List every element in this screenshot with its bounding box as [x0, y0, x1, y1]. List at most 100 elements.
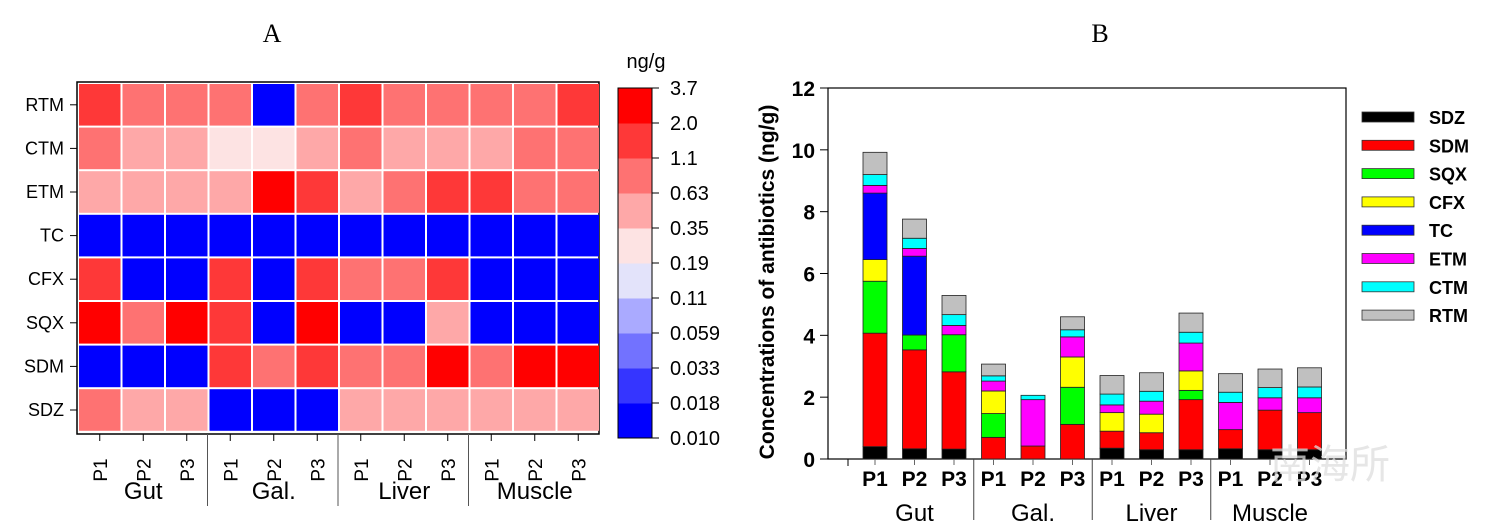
x-tick-label: P1	[1099, 468, 1125, 491]
column-label: P2	[134, 458, 155, 481]
heatmap-cell	[514, 302, 556, 344]
colorbar-swatch	[618, 88, 652, 124]
bar-segment-sdz	[902, 448, 927, 460]
bar-segment-sdz	[1218, 448, 1243, 460]
column-label: P1	[91, 458, 112, 481]
heatmap-cell	[383, 345, 425, 388]
row-label: SDZ	[28, 400, 64, 420]
bar-segment-rtm	[941, 295, 967, 316]
colorbar-tick-label: 1.1	[670, 148, 698, 170]
heatmap-cell	[253, 214, 295, 257]
heatmap-cell	[166, 345, 208, 388]
bar-segment-sdz	[862, 446, 888, 460]
heatmap-cell	[253, 258, 295, 300]
column-label: P2	[395, 458, 416, 481]
watermark: 南海所	[1270, 442, 1390, 488]
legend-label: RTM	[1429, 306, 1468, 326]
heatmap-cell	[470, 214, 512, 257]
bar-segment-ctm	[862, 174, 888, 186]
heatmap-cell	[296, 84, 338, 126]
y-axis-ticks: 0 2 4 6 8 10 12	[792, 78, 828, 472]
bar-segment-sdm	[902, 349, 927, 450]
heatmap-cell	[166, 127, 208, 170]
column-label: P2	[265, 458, 286, 481]
heatmap-cell	[514, 214, 556, 257]
colorbar-swatch	[618, 298, 652, 334]
panel-a-title: A	[263, 19, 282, 48]
legend-swatch-rtm	[1361, 309, 1415, 321]
heatmap-cell	[340, 302, 382, 344]
heatmap-cell	[557, 258, 599, 300]
heatmap-cell	[427, 171, 469, 213]
group-label: Gal.	[1011, 500, 1055, 527]
bar-segment-sdz	[1099, 447, 1125, 460]
heatmap-cell	[383, 84, 425, 126]
heatmap-cell	[557, 214, 599, 257]
group-label: Liver	[378, 478, 430, 505]
legend-swatch-tc	[1361, 224, 1415, 236]
x-tick-label: P1	[862, 468, 888, 491]
heatmap-cell	[557, 171, 599, 213]
colorbar: 3.7 2.0 1.1 0.63 0.35 0.19 0.11 0.059 0.033 0.018…	[617, 78, 720, 450]
bar-segment-sdm	[941, 371, 967, 450]
bar-segment-cfx	[981, 390, 1006, 414]
heatmap-cell	[383, 302, 425, 344]
heatmap-cell	[166, 84, 208, 126]
heatmap-cell	[470, 258, 512, 300]
legend-swatch-sdm	[1361, 139, 1415, 151]
colorbar-tick-label: 0.033	[670, 358, 720, 380]
bar-segment-ctm	[981, 375, 1006, 382]
heatmap-cell	[166, 171, 208, 213]
heatmap-cell	[79, 171, 121, 213]
heatmap-cell	[514, 171, 556, 213]
heatmap-row-labels: RTM CTM ETM TC CFX SQX SDM SDZ	[24, 95, 77, 420]
bar-segment-etm	[862, 184, 888, 194]
heatmap-cell	[383, 258, 425, 300]
bar-segment-ctm	[902, 237, 927, 249]
column-label: P1	[352, 458, 373, 481]
bar-segment-cfx	[1099, 412, 1125, 432]
bar-segment-etm	[981, 380, 1006, 392]
bar-segment-etm	[1297, 397, 1322, 414]
bar-segment-rtm	[1139, 372, 1164, 392]
colorbar-tick-label: 3.7	[670, 78, 698, 100]
column-label: P3	[178, 458, 199, 481]
legend-swatch-ctm	[1361, 281, 1415, 293]
bar-segment-sqx	[862, 280, 888, 334]
heatmap-cell	[383, 389, 425, 431]
row-label: RTM	[25, 95, 64, 115]
bar-segment-cfx	[862, 259, 888, 282]
heatmap-cell	[296, 214, 338, 257]
heatmap-cell	[209, 389, 251, 431]
x-tick-label: P2	[1139, 468, 1165, 491]
heatmap-cell	[79, 258, 121, 300]
legend-label: SDZ	[1429, 108, 1465, 128]
colorbar-swatch	[618, 158, 652, 194]
colorbar-tick-label: 0.35	[670, 218, 709, 240]
heatmap-cell	[427, 84, 469, 126]
x-tick-label: P2	[902, 468, 928, 491]
heatmap-cell	[253, 171, 295, 213]
legend-label: CFX	[1429, 193, 1465, 213]
bar-segment-sdm	[981, 436, 1006, 460]
panel-b-stacked-bar: B 0 2 4 6 8 10 12 P1 P2 P3 P1 P2 P3 P1 P2 P3 P1 P2 P3 Gut G…	[756, 19, 1469, 527]
heatmap-cell	[427, 302, 469, 344]
bar-segment-ctm	[1060, 329, 1085, 338]
bar-segment-tc	[862, 192, 888, 260]
heatmap-cell	[166, 302, 208, 344]
y-tick-label: 4	[803, 325, 815, 348]
group-label: Gut	[895, 500, 934, 527]
legend-label: SDM	[1429, 136, 1469, 156]
bar-segment-rtm	[1218, 373, 1243, 393]
legend-label: TC	[1429, 221, 1453, 241]
heatmap-cell	[470, 127, 512, 170]
heatmap-cell	[122, 171, 164, 213]
bar-segment-sdm	[1297, 412, 1322, 451]
column-label: P3	[308, 458, 329, 481]
colorbar-swatch	[618, 368, 652, 404]
column-label: P1	[482, 458, 503, 481]
bar-segment-sdz	[1178, 449, 1204, 460]
colorbar-tick-label: 0.63	[670, 183, 709, 205]
heatmap-cell	[122, 345, 164, 388]
